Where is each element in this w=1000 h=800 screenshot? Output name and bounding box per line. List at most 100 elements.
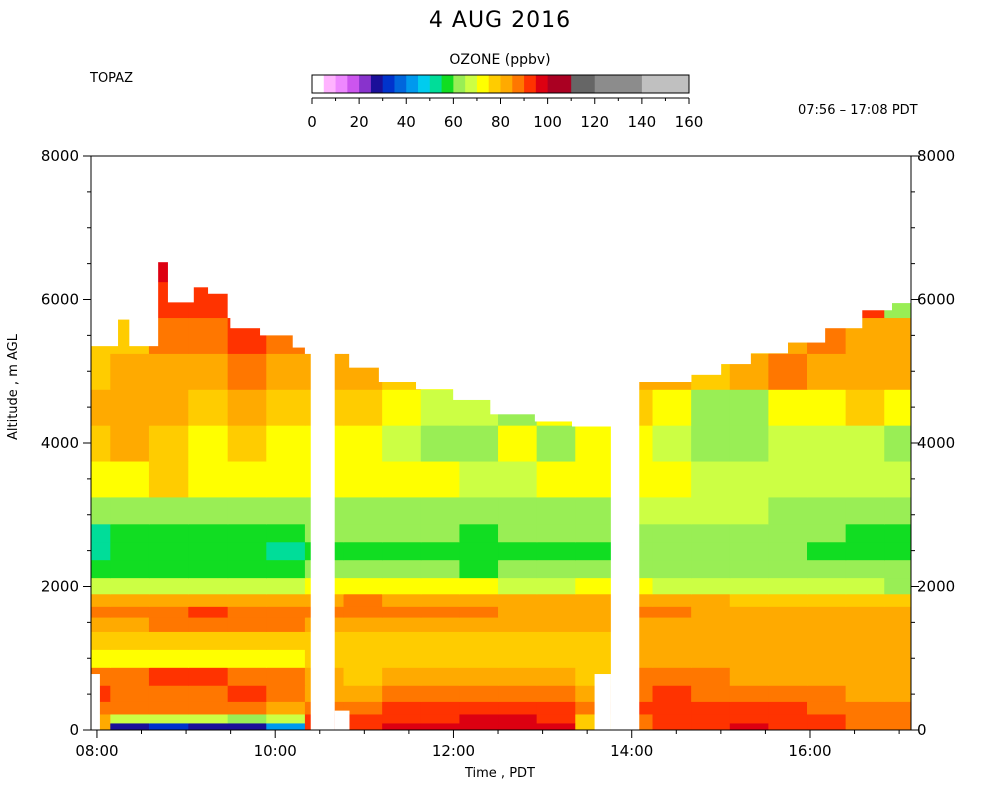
heatmap-cell: [691, 713, 731, 724]
below-profile-mask: [91, 674, 100, 730]
heatmap-cell: [188, 722, 229, 730]
heatmap-cell: [148, 496, 189, 525]
above-profile-mask: [129, 156, 159, 347]
heatmap-cell: [188, 577, 229, 595]
heatmap-cell: [498, 667, 538, 686]
heatmap-cell: [266, 559, 306, 579]
colorbar-bin-0: [312, 75, 325, 93]
heatmap-cell: [884, 685, 911, 702]
heatmap-cell: [536, 425, 576, 462]
heatmap-cell: [498, 701, 538, 715]
heatmap-cell: [536, 577, 576, 595]
heatmap-cell: [188, 496, 229, 525]
heatmap-cell: [691, 389, 731, 426]
heatmap-cell: [91, 559, 111, 579]
heatmap-cell: [884, 317, 911, 354]
heatmap-cell: [110, 425, 150, 462]
heatmap-cell: [498, 593, 538, 607]
heatmap-cell: [652, 460, 692, 498]
colorbar-tick-label-7: 140: [628, 113, 657, 131]
colorbar-bin-17: [512, 75, 525, 93]
heatmap-cell: [498, 685, 538, 702]
heatmap-cell: [91, 541, 111, 561]
heatmap-cell: [343, 631, 383, 650]
heatmap-cell: [420, 577, 461, 595]
heatmap-cell: [498, 722, 538, 730]
heatmap-cell: [498, 606, 538, 618]
heatmap-cell: [227, 496, 267, 525]
heatmap-cell: [91, 353, 111, 390]
heatmap-cell: [845, 631, 885, 650]
heatmap-cell: [459, 606, 499, 618]
heatmap-cell: [652, 541, 692, 561]
heatmap-cell: [110, 685, 150, 702]
heatmap-cell: [845, 606, 885, 618]
heatmap-cell: [91, 496, 111, 525]
colorbar-bin-20: [547, 75, 572, 93]
heatmap-cell: [266, 713, 306, 724]
heatmap-cell: [884, 722, 911, 730]
y-tick-label-right: 6000: [917, 291, 955, 309]
heatmap-cell: [498, 631, 538, 650]
heatmap-cell: [807, 389, 847, 426]
heatmap-cell: [652, 701, 692, 715]
heatmap-cell: [807, 701, 847, 715]
above-profile-mask: [292, 156, 312, 348]
heatmap-cell: [343, 593, 383, 607]
heatmap-cell: [91, 713, 111, 724]
heatmap-cell: [652, 631, 692, 650]
y-tick-label-right: 0: [917, 721, 927, 739]
heatmap-cell: [575, 460, 615, 498]
above-profile-mask: [891, 156, 911, 304]
heatmap-cell: [652, 685, 692, 702]
heatmap-cell: [343, 389, 383, 426]
colorbar-tick-label-3: 60: [444, 113, 463, 131]
heatmap-cell: [110, 523, 150, 543]
heatmap-cell: [459, 722, 499, 730]
heatmap-cell: [91, 425, 111, 462]
heatmap-cell: [420, 496, 461, 525]
heatmap-cell: [807, 541, 847, 561]
heatmap-cell: [729, 701, 769, 715]
heatmap-cell: [420, 722, 461, 730]
heatmap-cell: [382, 523, 422, 543]
heatmap-cell: [459, 713, 499, 724]
heatmap-cell: [691, 541, 731, 561]
heatmap-cell: [498, 559, 538, 579]
x-tick-label: 14:00: [610, 742, 653, 760]
heatmap-cell: [807, 425, 847, 462]
heatmap-cell: [459, 460, 499, 498]
heatmap-cell: [227, 425, 267, 462]
y-tick-label-right: 4000: [917, 434, 955, 452]
x-axis-label: Time , PDT: [464, 766, 535, 781]
heatmap-cell: [148, 389, 189, 426]
heatmap-cell: [768, 425, 808, 462]
heatmap-cell: [91, 616, 111, 632]
heatmap-cell: [148, 649, 189, 668]
heatmap-cell: [343, 722, 383, 730]
heatmap-cell: [382, 667, 422, 686]
no-data-masks: [91, 156, 911, 730]
heatmap-cell: [768, 685, 808, 702]
heatmap-cell: [459, 667, 499, 686]
x-tick-label: 12:00: [432, 742, 475, 760]
above-profile-mask: [638, 156, 692, 383]
heatmap-cell: [382, 713, 422, 724]
heatmap-cell: [691, 685, 731, 702]
heatmap-cell: [382, 616, 422, 632]
heatmap-cell: [148, 460, 189, 498]
heatmap-cell: [884, 606, 911, 618]
heatmap-cell: [729, 460, 769, 498]
heatmap-cell: [845, 685, 885, 702]
heatmap-cell: [420, 685, 461, 702]
colorbar-bin-13: [465, 75, 478, 93]
colorbar-bin-21: [571, 75, 596, 93]
heatmap-cell: [148, 722, 189, 730]
heatmap-cell: [652, 722, 692, 730]
heatmap-cell: [382, 606, 422, 618]
heatmap-cell: [266, 667, 306, 686]
heatmap-cell: [768, 713, 808, 724]
heatmap-cell: [459, 496, 499, 525]
heatmap-cell: [227, 616, 267, 632]
above-profile-mask: [167, 156, 194, 303]
